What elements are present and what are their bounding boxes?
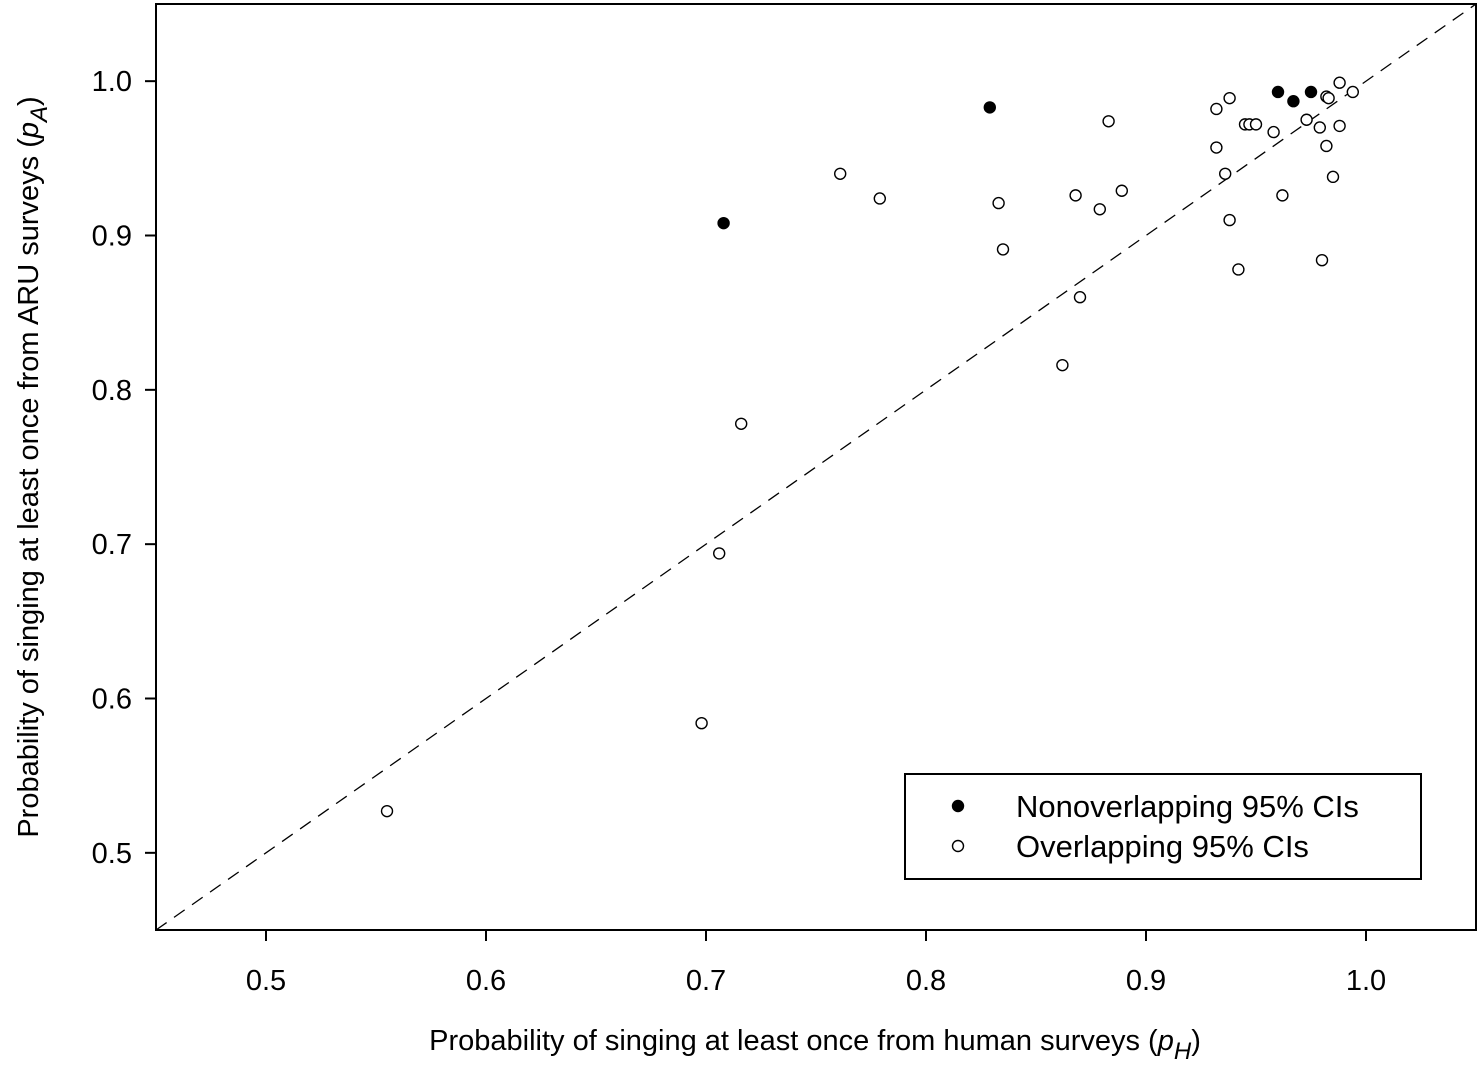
y-tick-label: 1.0 (92, 66, 132, 98)
data-point-overlapping (1249, 118, 1263, 131)
data-point-overlapping (735, 417, 748, 430)
data-point-nonoverlapping (717, 216, 730, 230)
data-point-overlapping (1333, 76, 1346, 89)
data-point-overlapping (873, 192, 886, 205)
data-point-overlapping (1210, 102, 1223, 116)
data-point-overlapping (834, 167, 847, 180)
legend-box (904, 773, 1422, 880)
y-axis: 0.5 0.6 0.7 0.8 0.9 1.0 (92, 66, 156, 870)
data-point-overlapping (1267, 125, 1280, 139)
data-point-overlapping (695, 716, 708, 730)
legend-marker-nonoverlapping (951, 799, 965, 813)
x-tick-label: 1.0 (1346, 965, 1386, 997)
data-point-overlapping (1223, 91, 1236, 105)
data-point-overlapping (1333, 119, 1346, 133)
data-point-overlapping (1115, 184, 1129, 197)
data-point-nonoverlapping (983, 101, 996, 114)
data-point-overlapping (1300, 113, 1313, 126)
y-axis-title: Probability of singing at least once fro… (13, 96, 53, 837)
x-tick-label: 0.6 (466, 965, 506, 997)
x-tick-label: 0.9 (1126, 965, 1166, 997)
x-axis-title: Probability of singing at least once fro… (429, 1025, 1201, 1065)
data-point-overlapping (996, 243, 1010, 256)
data-points (380, 76, 1360, 818)
data-point-overlapping (1069, 189, 1082, 202)
data-point-overlapping (992, 196, 1005, 210)
data-point-overlapping (1056, 358, 1069, 372)
data-point-overlapping (1218, 167, 1232, 180)
x-tick-label: 0.8 (906, 965, 946, 997)
legend-marker-overlapping (951, 839, 965, 853)
data-point-overlapping (1276, 189, 1289, 202)
y-tick-label: 0.7 (92, 529, 132, 561)
plot-frame (155, 3, 1477, 931)
data-point-overlapping (380, 804, 394, 818)
data-point-overlapping (1322, 91, 1335, 105)
data-point-overlapping (1073, 291, 1087, 304)
x-tick-label: 0.7 (686, 965, 726, 997)
reference-line-y-equals-x (155, 3, 1477, 931)
data-point-overlapping (1102, 115, 1115, 128)
legend-label-overlapping: Overlapping 95% CIs (1016, 829, 1309, 864)
data-point-nonoverlapping (1304, 85, 1318, 99)
data-point-overlapping (1210, 141, 1223, 154)
data-point-overlapping (1320, 139, 1333, 153)
x-axis: 0.5 0.6 0.7 0.8 0.9 1.0 (246, 930, 1386, 997)
y-tick-label: 0.5 (92, 838, 132, 870)
data-point-overlapping (1346, 85, 1360, 99)
legend: Nonoverlapping 95% CIs Overlapping 95% C… (904, 773, 1422, 880)
y-tick-label: 0.6 (92, 684, 132, 716)
y-tick-label: 0.9 (92, 221, 132, 253)
data-point-nonoverlapping (1287, 95, 1300, 108)
x-tick-label: 0.5 (246, 965, 286, 997)
data-point-overlapping (1313, 121, 1327, 134)
data-point-overlapping (1315, 253, 1329, 267)
data-point-nonoverlapping (1271, 85, 1285, 99)
legend-label-nonoverlapping: Nonoverlapping 95% CIs (1016, 789, 1359, 824)
data-point-overlapping (1326, 170, 1340, 184)
y-tick-label: 0.8 (92, 375, 132, 407)
data-point-overlapping (1093, 203, 1107, 216)
data-point-overlapping (713, 547, 726, 560)
data-point-overlapping (1223, 213, 1236, 227)
data-point-overlapping (1232, 263, 1245, 276)
